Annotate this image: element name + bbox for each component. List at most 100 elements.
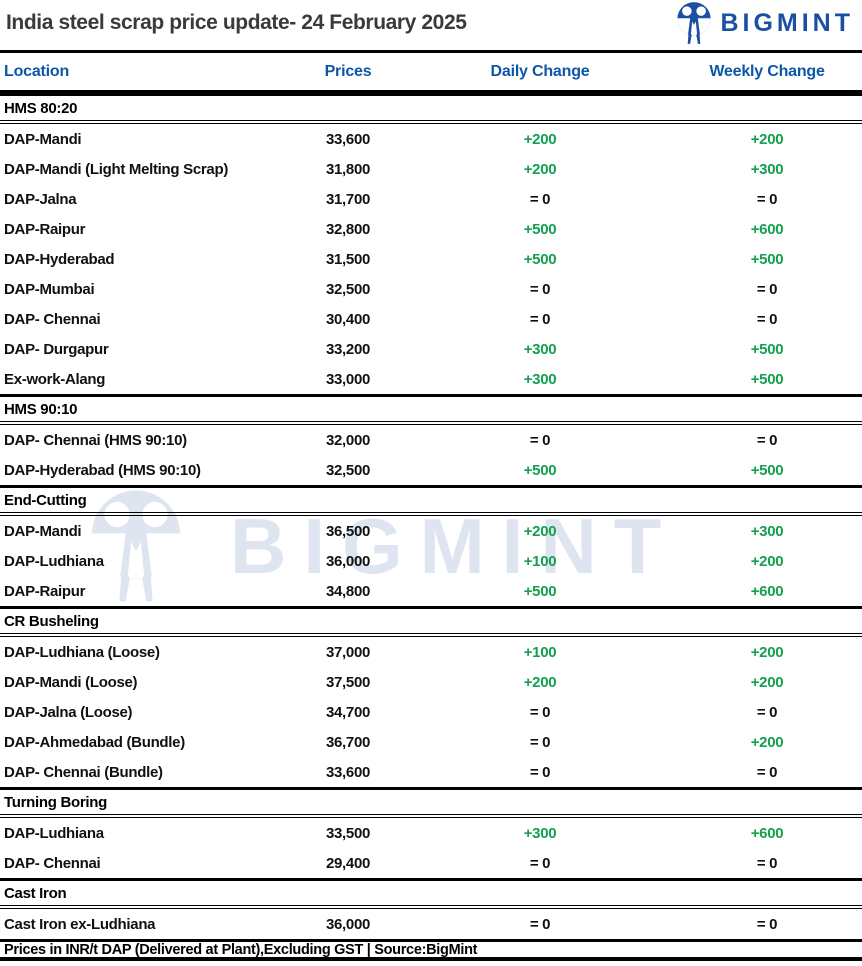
cell-price: 33,200	[325, 340, 371, 358]
cell-weekly-change: +600	[750, 824, 784, 842]
cell-daily-change: = 0	[529, 733, 551, 751]
cell-daily-change: +500	[523, 461, 557, 479]
cell-weekly-change: +200	[750, 733, 784, 751]
cell-daily-change: = 0	[529, 431, 551, 449]
cell-weekly-change: +300	[750, 522, 784, 540]
cell-price: 30,400	[325, 310, 371, 328]
cell-location: DAP-Ludhiana	[4, 824, 104, 842]
cell-location: DAP-Mandi (Loose)	[4, 673, 138, 691]
table-row: DAP-Mumbai 32,500 = 0 = 0	[0, 274, 862, 304]
table-row: DAP-Ahmedabad (Bundle) 36,700 = 0 +200	[0, 727, 862, 757]
table-row: DAP-Hyderabad (HMS 90:10) 32,500 +500 +5…	[0, 455, 862, 485]
table-row: DAP- Chennai 30,400 = 0 = 0	[0, 304, 862, 334]
cell-weekly-change: = 0	[756, 763, 778, 781]
page-title: India steel scrap price update- 24 Febru…	[6, 11, 467, 34]
cell-weekly-change: = 0	[756, 280, 778, 298]
cell-weekly-change: +500	[750, 250, 784, 268]
section-header-row: Cast Iron	[0, 878, 862, 909]
section-header-row: CR Busheling	[0, 606, 862, 637]
cell-location: DAP- Chennai (HMS 90:10)	[4, 431, 187, 449]
cell-price: 36,000	[325, 915, 371, 933]
table-row: DAP-Raipur 32,800 +500 +600	[0, 214, 862, 244]
cell-price: 31,800	[325, 160, 371, 178]
table-row: DAP-Ludhiana 33,500 +300 +600	[0, 818, 862, 848]
cell-location: Ex-work-Alang	[4, 370, 106, 388]
cell-location: DAP-Hyderabad (HMS 90:10)	[4, 461, 201, 479]
cell-location: DAP- Chennai (Bundle)	[4, 763, 163, 781]
cell-daily-change: = 0	[529, 703, 551, 721]
cell-price: 34,700	[325, 703, 371, 721]
cell-price: 32,500	[325, 461, 371, 479]
section-title: End-Cutting	[4, 491, 87, 509]
section-header-row: Turning Boring	[0, 787, 862, 818]
table-row: DAP-Mandi 36,500 +200 +300	[0, 516, 862, 546]
cell-location: DAP-Raipur	[4, 582, 86, 600]
table-row: DAP-Ludhiana 36,000 +100 +200	[0, 546, 862, 576]
cell-daily-change: +100	[523, 552, 557, 570]
cell-location: DAP-Mumbai	[4, 280, 95, 298]
cell-weekly-change: +500	[750, 370, 784, 388]
cell-price: 36,000	[325, 552, 371, 570]
cell-daily-change: +200	[523, 673, 557, 691]
cell-location: DAP-Ahmedabad (Bundle)	[4, 733, 185, 751]
cell-price: 34,800	[325, 582, 371, 600]
table-row: DAP- Chennai 29,400 = 0 = 0	[0, 848, 862, 878]
cell-location: Cast Iron ex-Ludhiana	[4, 915, 156, 933]
column-header-location: Location	[4, 62, 70, 80]
cell-daily-change: = 0	[529, 854, 551, 872]
table-row: DAP- Chennai (HMS 90:10) 32,000 = 0 = 0	[0, 425, 862, 455]
table-row: DAP-Jalna (Loose) 34,700 = 0 = 0	[0, 697, 862, 727]
cell-location: DAP-Mandi	[4, 130, 82, 148]
bigmint-logo-icon	[677, 2, 712, 44]
section-header-row: End-Cutting	[0, 485, 862, 516]
cell-daily-change: +200	[523, 160, 557, 178]
cell-location: DAP-Hyderabad	[4, 250, 115, 268]
cell-price: 33,000	[325, 370, 371, 388]
table-row: DAP-Raipur 34,800 +500 +600	[0, 576, 862, 606]
cell-location: DAP-Jalna (Loose)	[4, 703, 133, 721]
cell-daily-change: +100	[523, 643, 557, 661]
cell-price: 36,500	[325, 522, 371, 540]
cell-daily-change: +200	[523, 130, 557, 148]
cell-location: DAP-Mandi	[4, 522, 82, 540]
column-header-daily-change: Daily Change	[490, 62, 590, 80]
cell-location: DAP- Durgapur	[4, 340, 109, 358]
cell-daily-change: +300	[523, 340, 557, 358]
titlebar: India steel scrap price update- 24 Febru…	[0, 0, 862, 53]
cell-weekly-change: = 0	[756, 431, 778, 449]
cell-weekly-change: +200	[750, 130, 784, 148]
cell-price: 32,500	[325, 280, 371, 298]
cell-location: DAP- Chennai	[4, 310, 101, 328]
cell-price: 33,600	[325, 130, 371, 148]
cell-daily-change: = 0	[529, 763, 551, 781]
table-row: DAP- Durgapur 33,200 +300 +500	[0, 334, 862, 364]
cell-price: 33,500	[325, 824, 371, 842]
column-header-weekly-change: Weekly Change	[709, 62, 825, 80]
cell-price: 32,800	[325, 220, 371, 238]
cell-daily-change: +500	[523, 582, 557, 600]
table-row: DAP-Mandi (Loose) 37,500 +200 +200	[0, 667, 862, 697]
cell-daily-change: +500	[523, 250, 557, 268]
cell-weekly-change: = 0	[756, 310, 778, 328]
cell-location: DAP-Jalna	[4, 190, 77, 208]
cell-location: DAP- Chennai	[4, 854, 101, 872]
table-row: Ex-work-Alang 33,000 +300 +500	[0, 364, 862, 394]
cell-weekly-change: +500	[750, 340, 784, 358]
cell-daily-change: +500	[523, 220, 557, 238]
table-row: DAP-Jalna 31,700 = 0 = 0	[0, 184, 862, 214]
cell-weekly-change: = 0	[756, 854, 778, 872]
cell-location: DAP-Mandi (Light Melting Scrap)	[4, 160, 229, 178]
cell-weekly-change: +200	[750, 643, 784, 661]
cell-weekly-change: +600	[750, 220, 784, 238]
cell-location: DAP-Ludhiana (Loose)	[4, 643, 160, 661]
section-header-row: HMS 90:10	[0, 394, 862, 425]
cell-weekly-change: +500	[750, 461, 784, 479]
footer-note: Prices in INR/t DAP (Delivered at Plant)…	[0, 939, 862, 961]
cell-location: DAP-Raipur	[4, 220, 86, 238]
cell-weekly-change: = 0	[756, 915, 778, 933]
section-title: HMS 90:10	[4, 400, 78, 418]
table-row: Cast Iron ex-Ludhiana 36,000 = 0 = 0	[0, 909, 862, 939]
column-header-prices: Prices	[324, 62, 372, 80]
table-row: DAP-Hyderabad 31,500 +500 +500	[0, 244, 862, 274]
